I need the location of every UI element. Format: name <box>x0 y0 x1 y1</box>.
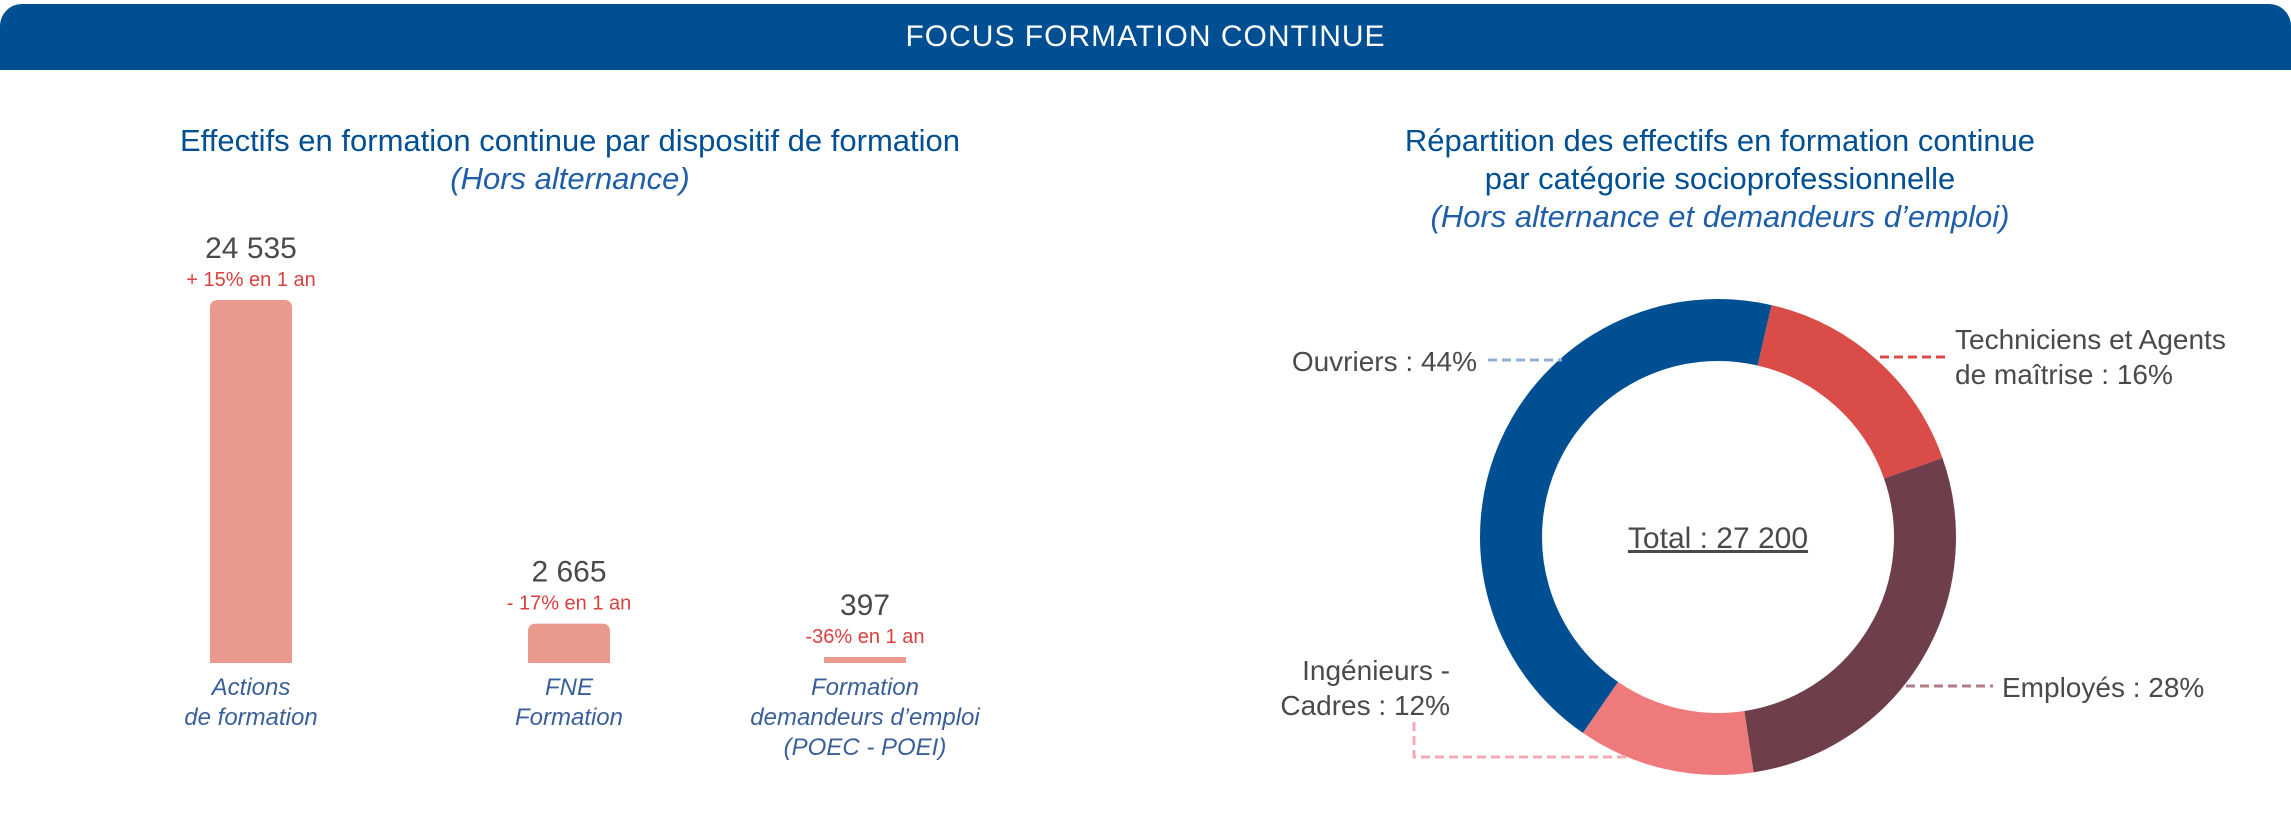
donut-chart-title-line-2: par catégorie socioprofessionnelle <box>1484 161 1956 196</box>
slice-label-1-1: Techniciens et Agents <box>1955 324 2226 355</box>
bar-category-label-2-2: Formation <box>515 704 623 731</box>
donut-chart-subtitle: (Hors alternance et demandeurs d’emploi) <box>1430 199 2010 234</box>
bar-category-label-1-1: Actions <box>210 674 291 701</box>
bar-2 <box>528 623 610 663</box>
bar-chart-title: Effectifs en formation continue par disp… <box>60 122 1080 198</box>
bar-chart: 24 535 + 15% en 1 an Actions de formation 2 … <box>184 232 980 761</box>
bar-change-label-3: -36% en 1 an <box>806 626 925 648</box>
bar-chart-title-text: Effectifs en formation continue par disp… <box>179 123 960 158</box>
header-banner: FOCUS FORMATION CONTINUE <box>0 4 2291 70</box>
slice-label-4-1: Ouvriers : 44% <box>1292 346 1477 377</box>
donut-chart-title-line-1: Répartition des effectifs en formation c… <box>1404 123 2036 158</box>
donut-slice-1 <box>1756 305 1943 480</box>
donut-slice-4 <box>1480 299 1772 733</box>
bar-3 <box>824 657 906 663</box>
bar-category-label-2-1: FNE <box>545 674 594 701</box>
donut-chart-title: Répartition des effectifs en formation c… <box>1270 122 2170 236</box>
bar-chart-subtitle: (Hors alternance) <box>450 161 690 196</box>
bar-category-label-3-1: Formation <box>811 674 919 701</box>
bar-category-label-1-2: de formation <box>184 704 317 731</box>
slice-label-3-1: Ingénieurs - <box>1302 655 1450 686</box>
bar-value-label-3: 397 <box>840 589 890 622</box>
slice-label-1-2: de maîtrise : 16% <box>1955 359 2173 390</box>
header-title: FOCUS FORMATION CONTINUE <box>905 20 1386 53</box>
bar-category-label-3-3: (POEC - POEI) <box>784 734 947 761</box>
bar-value-label-2: 2 665 <box>531 556 606 589</box>
bar-value-label-1: 24 535 <box>205 232 297 265</box>
donut-total-label: Total : 27 200 <box>1628 522 1808 555</box>
bar-category-label-3-2: demandeurs d’emploi <box>750 704 980 731</box>
bar-1 <box>210 300 292 663</box>
leader-line-3 <box>1412 722 1626 759</box>
bar-change-label-1: + 15% en 1 an <box>186 269 316 291</box>
donut-slice-2 <box>1743 457 1956 773</box>
slice-label-3-2: Cadres : 12% <box>1280 690 1450 721</box>
slice-label-2-1: Employés : 28% <box>2002 672 2204 703</box>
bar-change-label-2: - 17% en 1 an <box>507 593 632 615</box>
donut-slice-3 <box>1582 681 1754 775</box>
